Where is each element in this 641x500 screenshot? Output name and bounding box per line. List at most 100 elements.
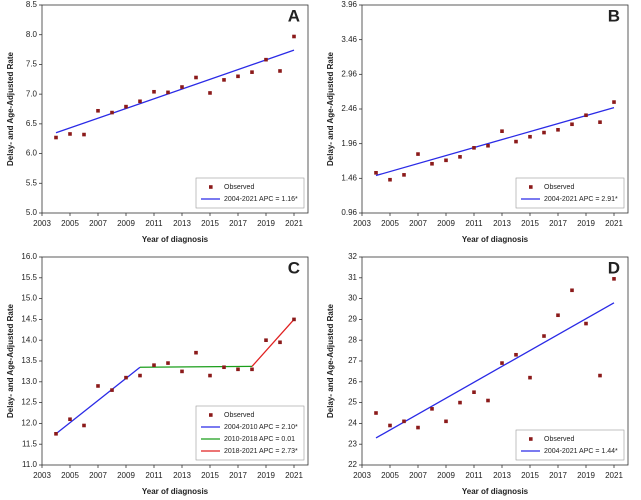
x-tick-label: 2011: [145, 471, 163, 480]
observed-point: [54, 135, 58, 140]
legend-box: [195, 177, 305, 209]
x-tick-label: 2017: [229, 219, 247, 228]
observed-point: [278, 69, 282, 73]
observed-point: [388, 177, 392, 182]
observed-point: [402, 173, 406, 177]
y-tick-label: 32: [348, 252, 357, 261]
x-tick-label: 2017: [229, 471, 247, 480]
y-tick-label: 7.0: [26, 89, 38, 98]
observed-point: [584, 321, 588, 326]
observed-point: [430, 407, 434, 411]
observed-point: [416, 152, 420, 156]
legend-label: Observed: [544, 184, 574, 191]
observed-point: [500, 361, 504, 365]
y-axis-title: Delay- and Age-Adjusted Rate: [6, 303, 15, 417]
observed-point: [82, 423, 86, 428]
observed-point: [556, 313, 560, 318]
x-tick-label: 2013: [493, 219, 511, 228]
observed-point: [124, 104, 128, 109]
x-tick-label: 2003: [353, 471, 371, 480]
y-tick-label: 6.0: [26, 149, 38, 158]
observed-point: [486, 398, 490, 403]
observed-point: [388, 423, 392, 428]
plot-frame: [41, 4, 309, 214]
y-tick-label: 15.0: [21, 294, 37, 303]
x-tick-label: 2019: [257, 219, 275, 228]
observed-point: [138, 99, 142, 104]
observed-point: [584, 113, 588, 118]
y-tick-label: 0.96: [341, 208, 357, 217]
x-tick-label: 2015: [521, 219, 539, 228]
panel: 0.96 1.46 1.96 2.46 2.96 3.46 3.96 2003 2005 2007…: [326, 0, 629, 244]
observed-point: [96, 108, 100, 113]
x-tick-label: 2005: [61, 471, 79, 480]
observed-point: [264, 338, 268, 342]
observed-point: [458, 400, 462, 405]
observed-point: [250, 367, 254, 372]
x-tick-label: 2017: [549, 219, 567, 228]
observed-point: [208, 373, 212, 378]
x-tick-label: 2007: [89, 471, 107, 480]
legend-label: Observed: [224, 184, 254, 191]
y-tick-label: 22: [348, 460, 357, 469]
y-tick-label: 30: [348, 294, 357, 303]
observed-point: [598, 373, 602, 378]
observed-point: [542, 334, 546, 338]
observed-point: [124, 375, 128, 380]
legend-label: 2004-2021 APC = 1.16*: [224, 196, 298, 203]
observed-point: [292, 34, 296, 39]
observed-point: [570, 122, 574, 127]
observed-point: [180, 369, 184, 374]
observed-point: [222, 78, 226, 82]
panel: 11.0 11.5 12.0 12.5 13.0 13.5 14.0 14.5 15.0 15.5…: [6, 252, 309, 496]
x-tick-label: 2015: [201, 219, 219, 228]
y-tick-label: 15.5: [21, 273, 37, 282]
legend-marker: [209, 413, 213, 417]
y-tick-label: 14.5: [21, 315, 37, 324]
observed-point: [82, 132, 86, 137]
observed-point: [528, 134, 532, 139]
x-tick-label: 2009: [117, 471, 135, 480]
x-tick-label: 2005: [61, 219, 79, 228]
y-tick-label: 11.5: [22, 439, 38, 448]
fit-line: [55, 49, 295, 134]
observed-point: [556, 128, 560, 132]
x-tick-label: 2017: [549, 471, 567, 480]
y-tick-label: 24: [348, 419, 357, 428]
observed-point: [152, 363, 156, 367]
x-tick-label: 2003: [33, 471, 51, 480]
x-tick-label: 2013: [173, 219, 191, 228]
y-tick-label: 23: [348, 439, 357, 448]
legend-label: Observed: [544, 436, 574, 443]
legend-marker: [529, 185, 533, 189]
y-tick-label: 6.5: [26, 119, 38, 128]
y-tick-label: 13.5: [21, 356, 37, 365]
observed-point: [612, 100, 616, 104]
observed-point: [402, 419, 406, 424]
x-tick-label: 2015: [521, 471, 539, 480]
y-tick-label: 11.0: [22, 460, 38, 469]
legend-label: Observed: [224, 412, 254, 419]
fit-line: [251, 318, 295, 367]
x-tick-label: 2007: [409, 219, 427, 228]
x-tick-label: 2021: [605, 471, 623, 480]
observed-point: [528, 375, 532, 380]
observed-point: [194, 350, 198, 355]
fit-line: [375, 302, 615, 439]
observed-point: [236, 367, 240, 372]
x-tick-label: 2011: [465, 471, 483, 480]
y-tick-label: 12.0: [21, 419, 37, 428]
y-tick-label: 31: [348, 273, 357, 282]
panel-label: C: [288, 258, 300, 277]
y-tick-label: 26: [348, 377, 357, 386]
observed-point: [542, 130, 546, 135]
y-tick-label: 8.0: [26, 30, 38, 39]
x-tick-label: 2019: [257, 471, 275, 480]
y-tick-label: 13.0: [21, 377, 37, 386]
observed-point: [138, 373, 142, 378]
observed-point: [472, 146, 476, 150]
observed-point: [430, 161, 434, 166]
fit-line: [375, 106, 615, 177]
x-tick-label: 2007: [409, 471, 427, 480]
